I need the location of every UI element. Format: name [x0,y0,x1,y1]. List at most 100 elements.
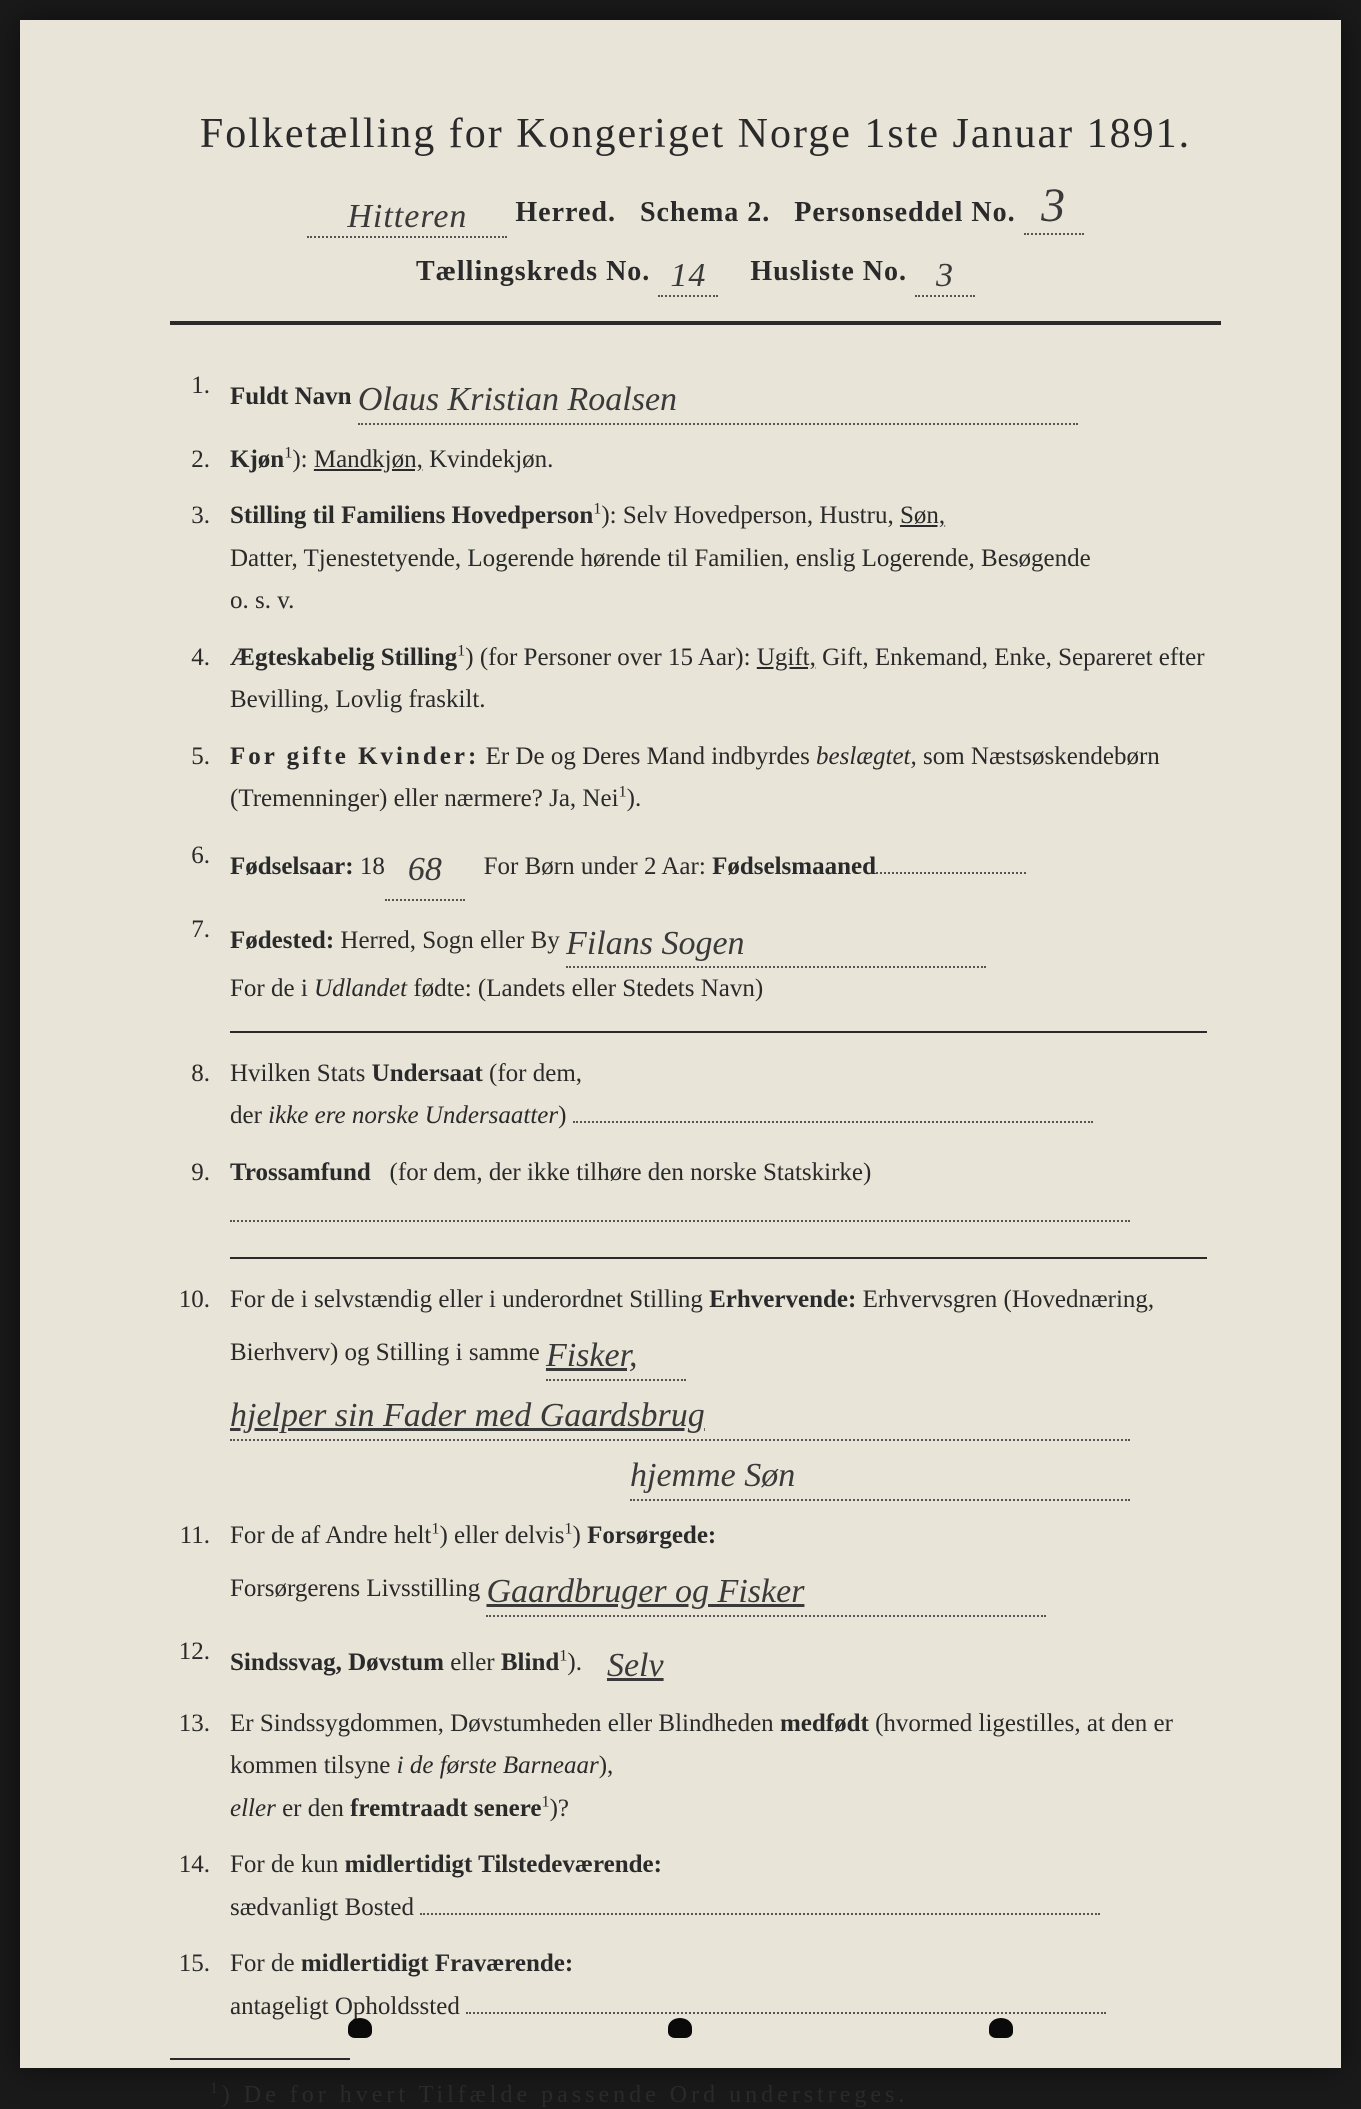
herred-value: Hitteren [307,198,507,238]
text: er den [282,1795,350,1822]
item-num: 8. [170,1053,230,1138]
item-label: For gifte Kvinder: [230,743,479,770]
item-label: Trossamfund [230,1159,371,1186]
census-form-page: Folketælling for Kongeriget Norge 1ste J… [20,20,1341,2068]
item-num: 4. [170,637,230,722]
month-value [876,872,1026,874]
underlined: Søn, [900,502,945,529]
item-num: 1. [170,365,230,425]
item-label: Erhvervende: [709,1286,856,1313]
item-label: Ægteskabelig Stilling [230,644,457,671]
hole-icon [668,2018,692,2038]
item-label: medfødt [780,1710,869,1737]
text: For Børn under 2 Aar: [484,853,712,880]
item-num: 12. [170,1631,230,1689]
field [466,2012,1106,2014]
item-label: Fødselsaar: [230,853,354,880]
italic: ikke ere norske Undersaatter [268,1102,558,1129]
text: For de [230,1950,301,1977]
item-num: 9. [170,1152,230,1237]
kreds-no: 14 [658,257,718,297]
italic: eller [230,1795,276,1822]
year-prefix: 18 [360,853,385,880]
item-num: 5. [170,736,230,821]
item-7: 7. Fødested: Herred, Sogn eller By Filan… [170,909,1221,1011]
label: Blind [501,1649,559,1676]
footnote-text: ) De for hvert Tilfælde passende Ord und… [222,2082,909,2108]
underlined: Ugift, [757,644,816,671]
personseddel-no: 3 [1024,178,1084,235]
item-6: 6. Fødselsaar: 1868 For Børn under 2 Aar… [170,835,1221,895]
item-14: 14. For de kun midlertidigt Tilstedevære… [170,1844,1221,1929]
name-value: Olaus Kristian Roalsen [358,381,677,418]
item-8: 8. Hvilken Stats Undersaat (for dem, der… [170,1053,1221,1138]
italic: beslægtet, [816,743,917,770]
item-3: 3. Stilling til Familiens Hovedperson1):… [170,495,1221,623]
text: Herred, Sogn eller By [340,927,559,954]
item-label: Fuldt Navn [230,383,352,410]
text: fødte: (Landets eller Stedets Navn) [413,975,763,1002]
text: eller [450,1649,501,1676]
text: (for Personer over 15 Aar): [480,644,757,671]
item-num: 2. [170,439,230,482]
item-15: 15. For de midlertidigt Fraværende: anta… [170,1943,1221,2028]
page-title: Folketælling for Kongeriget Norge 1ste J… [170,110,1221,158]
item-label: Fødested: [230,927,334,954]
birthplace-value: Filans Sogen [566,925,744,962]
item-label: Kjøn [230,446,284,473]
item-num: 10. [170,1279,230,1501]
italic: Udlandet [314,975,407,1002]
item-label: Stilling til Familiens Hovedperson [230,502,593,529]
item-num: 7. [170,909,230,1011]
text: der [230,1102,268,1129]
herred-label: Herred. [515,197,616,228]
item-num: 6. [170,835,230,895]
item-5: 5. For gifte Kvinder: Er De og Deres Man… [170,736,1221,821]
italic: i de første Barneaar [397,1752,599,1779]
item-num: 14. [170,1844,230,1929]
footnote: 1) De for hvert Tilfælde passende Ord un… [170,2080,1221,2109]
item-num: 15. [170,1943,230,2028]
item-11: 11. For de af Andre helt1) eller delvis1… [170,1515,1221,1617]
item-num: 11. [170,1515,230,1617]
item-9: 9. Trossamfund (for dem, der ikke tilhør… [170,1152,1221,1237]
kreds-label: Tællingskreds No. [416,256,650,287]
year-value: 68 [385,841,465,901]
text: antageligt Opholdssted [230,1993,460,2020]
text: For de i selvstændig eller i underordnet… [230,1286,709,1313]
item-1: 1. Fuldt Navn Olaus Kristian Roalsen [170,365,1221,425]
binding-holes [20,2018,1341,2038]
occupation-value-a: Fisker, [546,1337,638,1374]
label: Fødselsmaaned [712,853,876,880]
text: Er De og Deres Mand indbyrdes [486,743,816,770]
item-label: midlertidigt Tilstedeværende: [345,1851,662,1878]
field [420,1913,1100,1915]
text: (for dem, der ikke tilhøre den norske St… [390,1159,872,1186]
item-label: Sindssvag, Døvstum [230,1649,444,1676]
item-13: 13. Er Sindssygdommen, Døvstumheden elle… [170,1703,1221,1831]
text: Datter, Tjenestetyende, Logerende hørend… [230,545,1091,572]
item-label: Forsørgede: [587,1522,716,1549]
text: Er Sindssygdommen, Døvstumheden eller Bl… [230,1710,780,1737]
field [573,1121,1093,1123]
hole-icon [989,2018,1013,2038]
occupation-value-c: hjemme Søn [630,1457,795,1494]
divider-thick [170,321,1221,325]
item-10: 10. For de i selvstændig eller i underor… [170,1279,1221,1501]
label: fremtraadt senere [350,1795,541,1822]
occupation-value-b: hjelper sin Fader med Gaardsbrug [230,1397,705,1434]
divider-short [170,2058,350,2060]
kjon-rest: Kvindekjøn. [429,446,553,473]
divider [230,1031,1207,1033]
text: For de af Andre helt [230,1522,431,1549]
item-4: 4. Ægteskabelig Stilling1) (for Personer… [170,637,1221,722]
text: Hvilken Stats [230,1060,372,1087]
item-2: 2. Kjøn1): Mandkjøn, Kvindekjøn. [170,439,1221,482]
text: (for dem, [489,1060,582,1087]
item-12: 12. Sindssvag, Døvstum eller Blind1). Se… [170,1631,1221,1689]
item-num: 3. [170,495,230,623]
field [230,1220,1130,1222]
text: Selv Hovedperson, Hustru, [623,502,900,529]
item-label: Undersaat [372,1060,483,1087]
text: Forsørgerens Livsstilling [230,1575,480,1602]
